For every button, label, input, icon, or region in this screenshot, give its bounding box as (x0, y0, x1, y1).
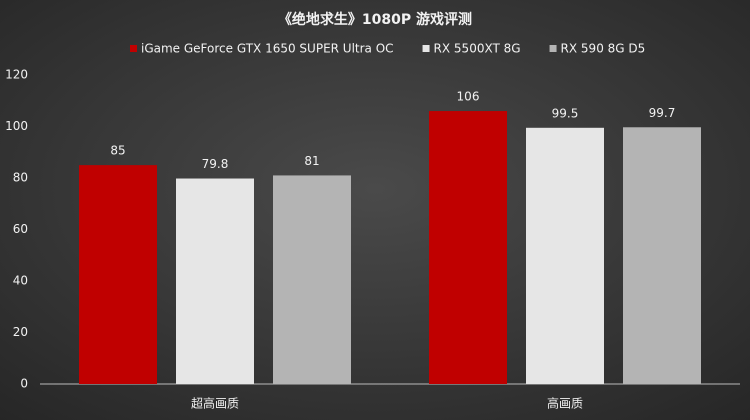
chart-title: 《绝地求生》1080P 游戏评测 (278, 11, 472, 28)
data-label: 106 (457, 90, 480, 104)
y-tick-label: 20 (13, 325, 28, 339)
bar (273, 175, 351, 384)
x-tick-label: 高画质 (547, 396, 583, 411)
y-tick-label: 60 (13, 222, 28, 236)
y-tick-label: 0 (20, 377, 28, 391)
legend-label: iGame GeForce GTX 1650 SUPER Ultra OC (141, 42, 394, 56)
legend-label: RX 5500XT 8G (434, 42, 521, 56)
bar (79, 165, 157, 384)
y-tick-label: 80 (13, 171, 28, 185)
y-tick-label: 120 (5, 68, 28, 82)
x-tick-label: 超高画质 (191, 396, 239, 411)
data-label: 85 (110, 144, 125, 158)
y-tick-label: 40 (13, 274, 28, 288)
y-tick-label: 100 (5, 119, 28, 133)
legend-marker (549, 45, 557, 52)
bar (176, 178, 254, 384)
legend-marker (422, 45, 430, 52)
legend-marker (130, 45, 137, 52)
data-label: 99.5 (552, 106, 579, 120)
bar (526, 127, 604, 384)
data-label: 81 (304, 154, 319, 168)
data-label: 79.8 (202, 157, 229, 171)
data-label: 99.7 (649, 106, 676, 120)
bar (429, 111, 507, 385)
legend-label: RX 590 8G D5 (561, 42, 646, 56)
bar (623, 127, 701, 385)
